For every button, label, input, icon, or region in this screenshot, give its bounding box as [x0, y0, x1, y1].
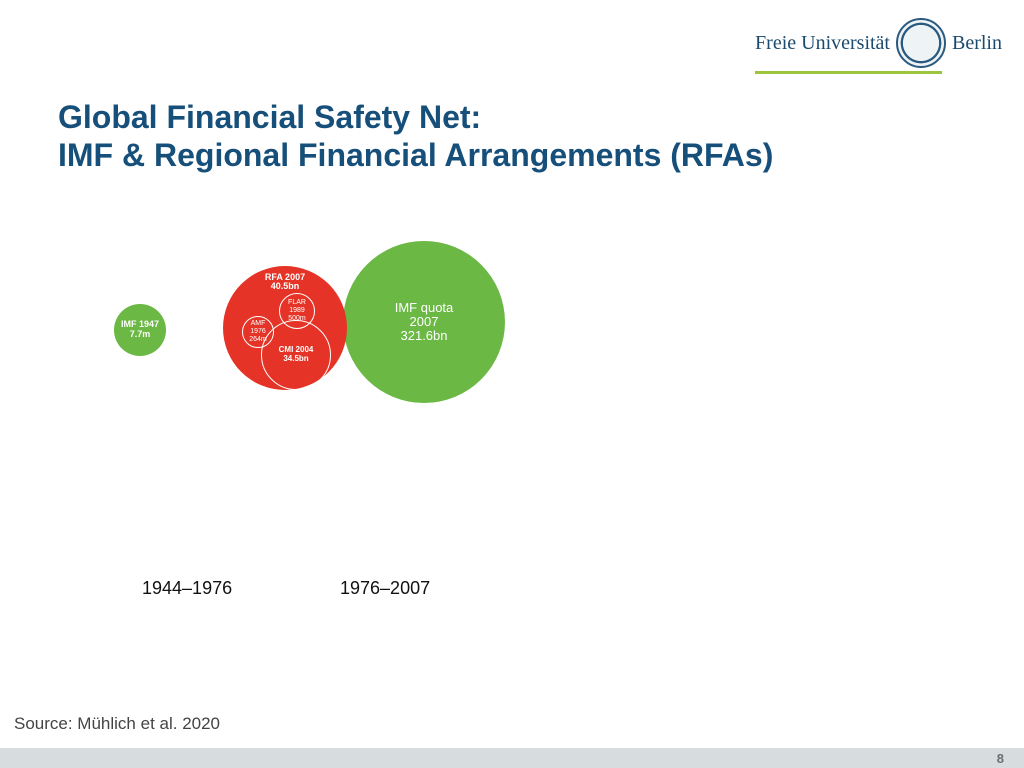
university-logo: Freie Universität Berlin	[755, 18, 1002, 68]
flar-l2: 1989	[289, 307, 305, 315]
logo-text-left: Freie Universität	[755, 32, 890, 55]
imf2007-l2: 2007	[410, 315, 439, 329]
footer-bar: 8	[0, 748, 1024, 768]
amf-l2: 1976	[250, 328, 266, 336]
title-line1: Global Financial Safety Net:	[58, 98, 1004, 136]
flar-l1: FLAR	[288, 299, 306, 307]
cmi-l2: 34.5bn	[283, 355, 308, 364]
amf-l1: AMF	[251, 320, 266, 328]
circle-rfa-2007: RFA 2007 40.5bn FLAR 1989 500m AMF 1976 …	[223, 266, 347, 390]
logo-text-right: Berlin	[952, 32, 1002, 55]
circle-imf-1947: IMF 1947 7.7m	[114, 304, 166, 356]
slide-title: Global Financial Safety Net: IMF & Regio…	[58, 98, 1004, 175]
rfa-l2: 40.5bn	[271, 281, 300, 291]
imf2007-l1: IMF quota	[395, 301, 454, 315]
period-1: 1944–1976	[142, 578, 232, 599]
circle-imf-2007: IMF quota 2007 321.6bn	[343, 241, 505, 403]
circle-cmi-2004: CMI 2004 34.5bn	[261, 320, 331, 390]
source-citation: Source: Mühlich et al. 2020	[14, 714, 220, 734]
bubble-diagram: IMF 1947 7.7m IMF quota 2007 321.6bn RFA…	[90, 240, 570, 460]
logo-underline	[755, 71, 942, 74]
imf1947-l2: 7.7m	[130, 330, 151, 340]
title-line2: IMF & Regional Financial Arrangements (R…	[58, 136, 1004, 174]
logo-seal-icon	[896, 18, 946, 68]
imf2007-l3: 321.6bn	[401, 329, 448, 343]
period-2: 1976–2007	[340, 578, 430, 599]
page-number: 8	[997, 751, 1004, 766]
